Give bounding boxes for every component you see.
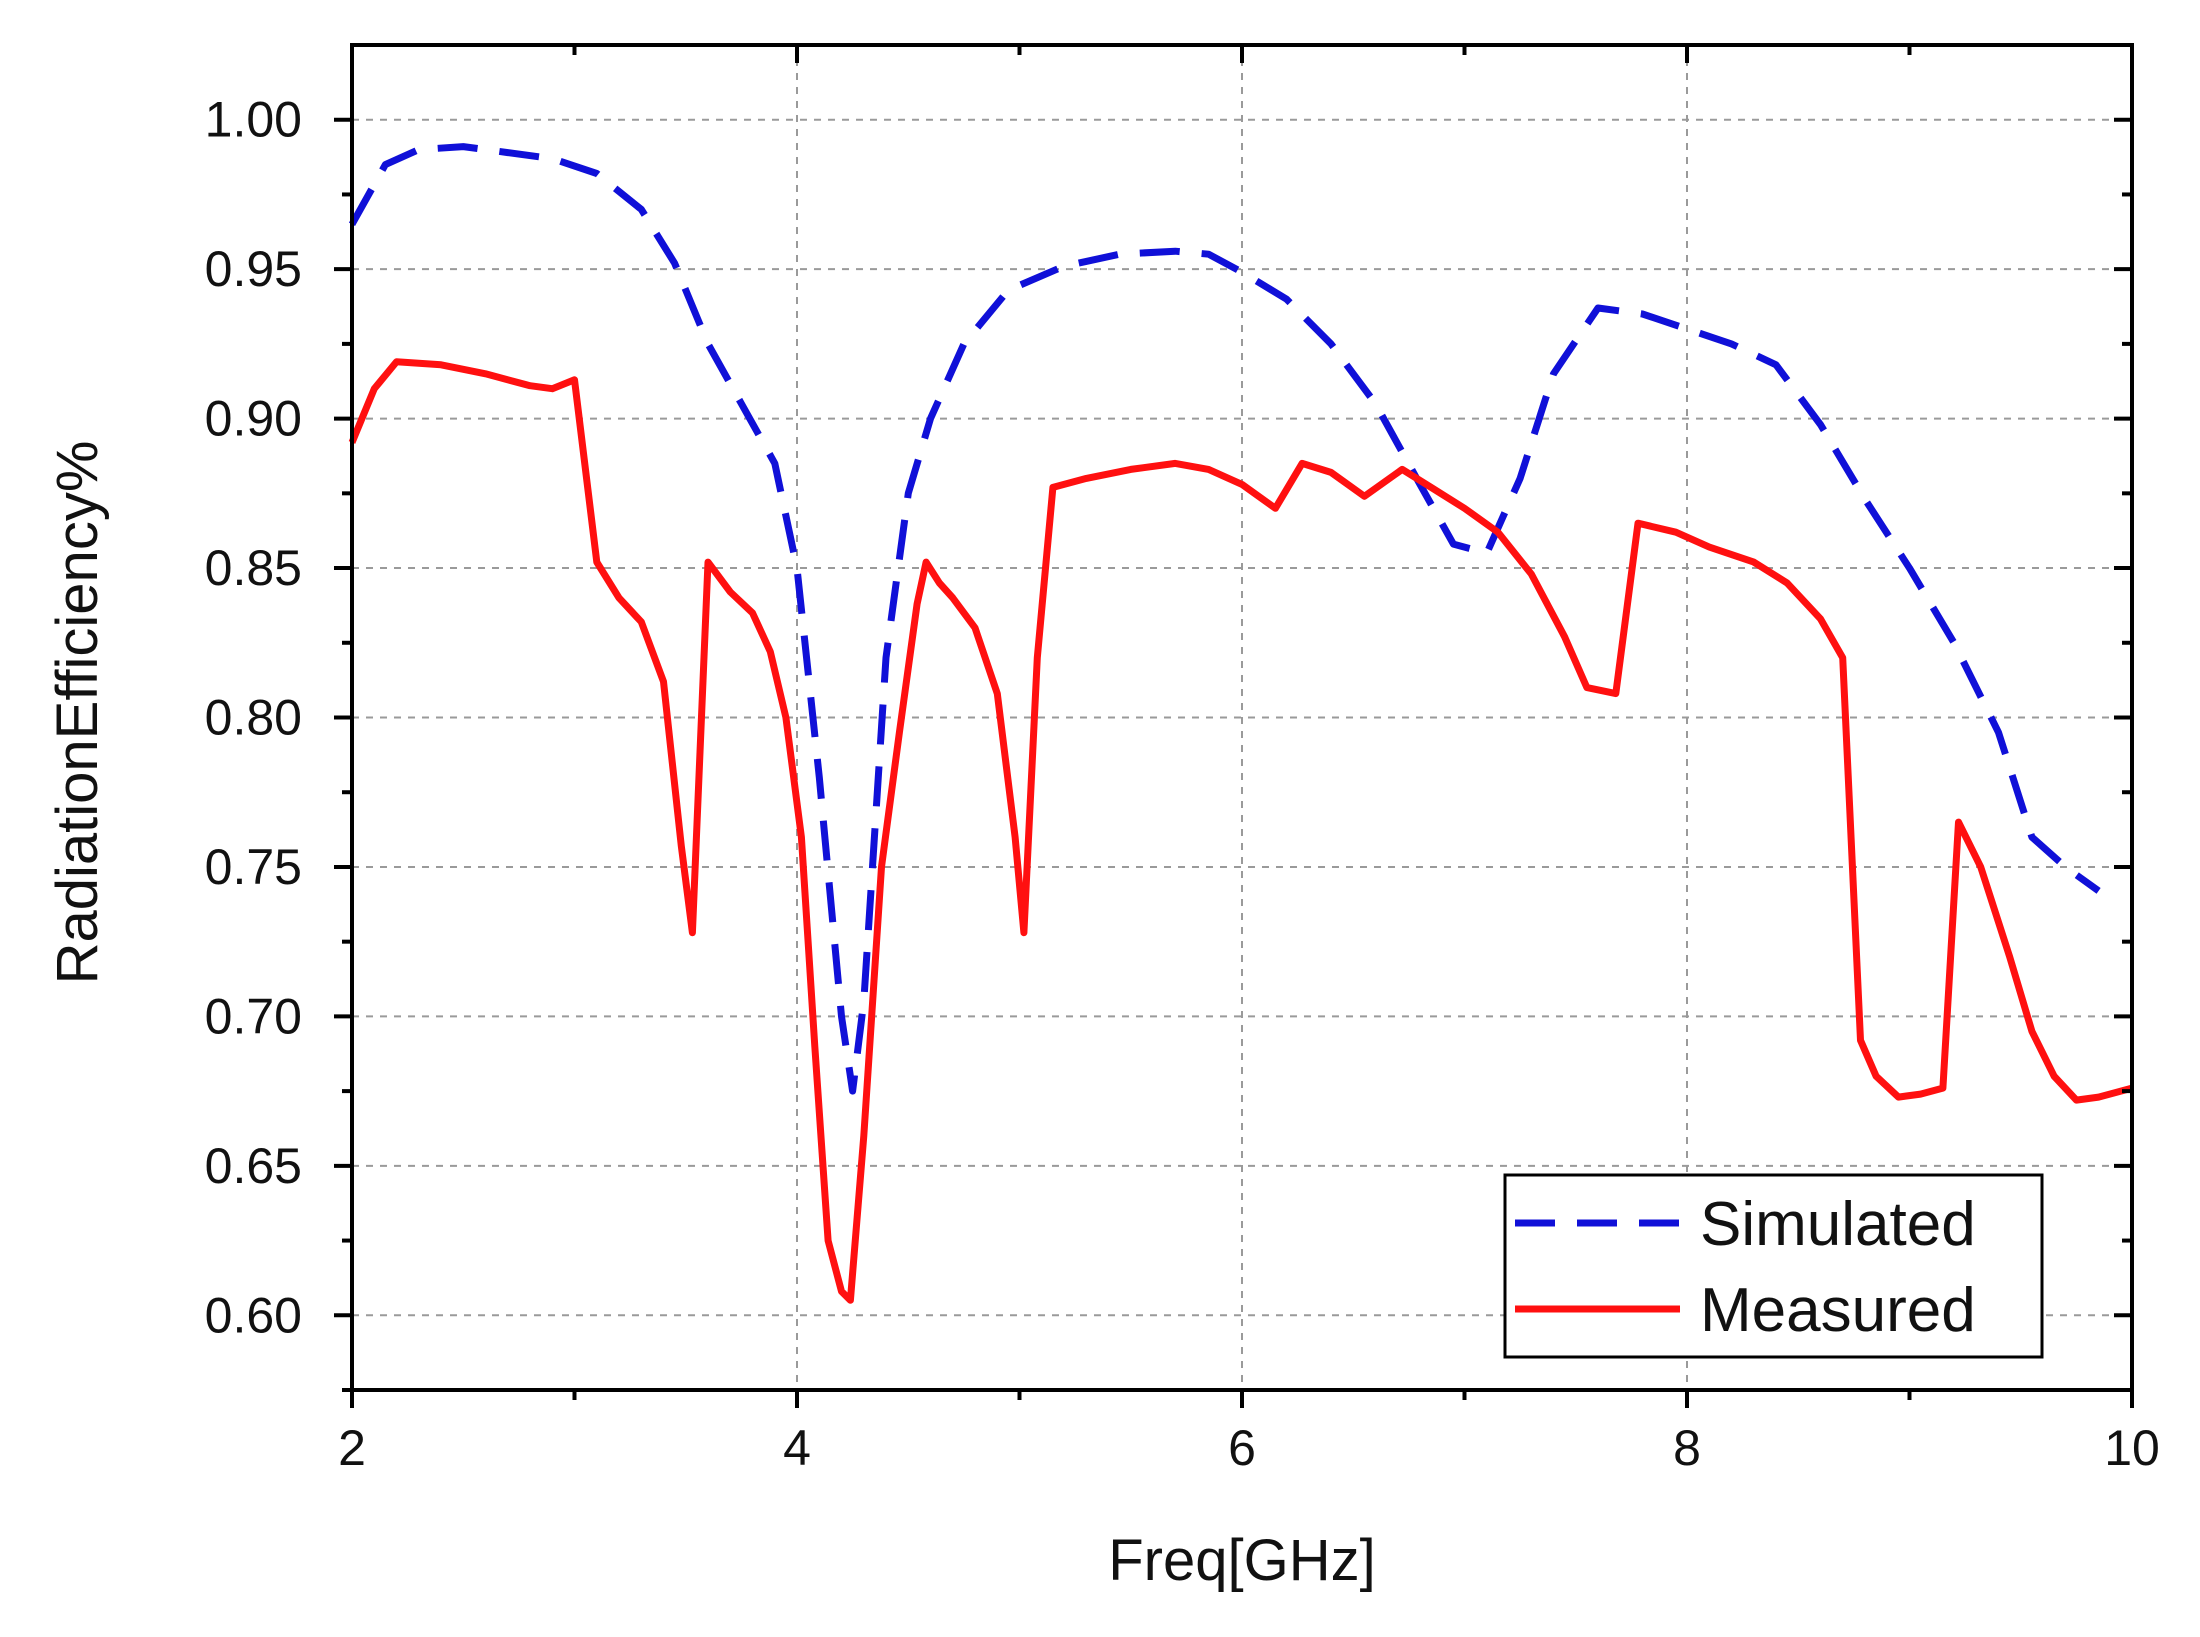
y-tick-label: 0.60 xyxy=(205,1287,302,1343)
y-axis-title: RadiationEfficiency% xyxy=(45,441,110,985)
x-axis-title: Freq[GHz] xyxy=(1108,1528,1376,1593)
y-tick-label: 0.70 xyxy=(205,988,302,1044)
y-tick-label: 0.65 xyxy=(205,1138,302,1194)
x-tick-label: 6 xyxy=(1228,1420,1256,1476)
legend-label-simulated: Simulated xyxy=(1700,1190,1976,1259)
x-tick-label: 4 xyxy=(783,1420,811,1476)
axis-ticks xyxy=(334,45,2134,1408)
y-tick-label: 0.80 xyxy=(205,690,302,746)
x-tick-label: 8 xyxy=(1673,1420,1701,1476)
legend: Simulated Measured xyxy=(1503,1173,2044,1359)
gridlines xyxy=(352,45,2132,1390)
y-tick-label: 1.00 xyxy=(205,92,302,148)
y-tick-label: 0.95 xyxy=(205,241,302,297)
x-tick-label: 2 xyxy=(338,1420,366,1476)
tick-labels: 2 4 6 8 10 0.60 0.65 0.70 0.75 0.80 0.85 0.90 0.95 1.… xyxy=(205,92,2160,1476)
series-line-measured xyxy=(348,358,2133,1304)
y-tick-label: 0.75 xyxy=(205,839,302,895)
plot-series xyxy=(348,143,2133,1304)
y-tick-label: 0.90 xyxy=(205,391,302,447)
legend-label-measured: Measured xyxy=(1700,1276,1976,1345)
y-tick-label: 0.85 xyxy=(205,540,302,596)
series-line-simulated xyxy=(348,143,2101,1095)
x-tick-label: 10 xyxy=(2104,1420,2160,1476)
legend-box xyxy=(1503,1173,2044,1359)
